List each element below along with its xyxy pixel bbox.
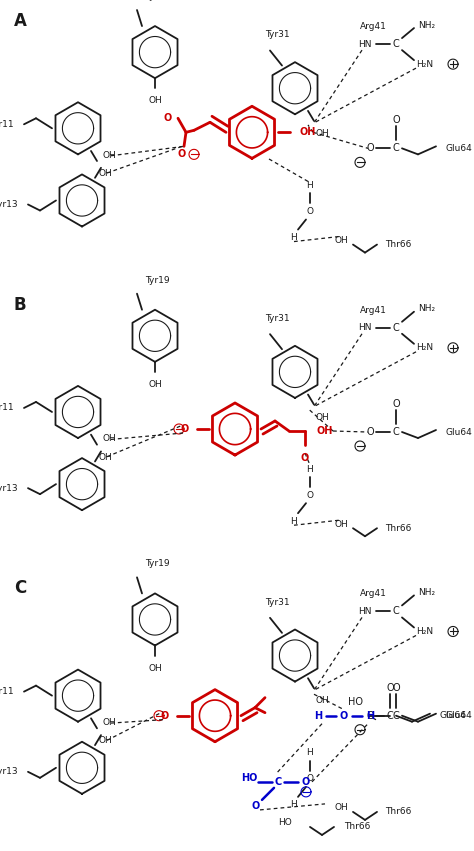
Text: Tyr31: Tyr31 bbox=[264, 31, 289, 39]
Text: O: O bbox=[340, 711, 348, 721]
Text: O: O bbox=[392, 115, 400, 125]
Text: H: H bbox=[291, 233, 297, 242]
Text: O: O bbox=[178, 150, 186, 159]
Text: O: O bbox=[307, 207, 313, 216]
Text: OH: OH bbox=[103, 718, 117, 727]
Text: HO: HO bbox=[242, 773, 258, 783]
Text: B: B bbox=[14, 295, 27, 314]
Text: O: O bbox=[366, 427, 374, 437]
Text: OH: OH bbox=[335, 803, 349, 813]
Text: H₂N: H₂N bbox=[416, 627, 433, 636]
Text: HO: HO bbox=[348, 697, 363, 706]
Text: NH₂: NH₂ bbox=[418, 304, 435, 313]
Text: C: C bbox=[392, 607, 400, 616]
Text: HN: HN bbox=[358, 40, 372, 49]
Text: H: H bbox=[307, 748, 313, 757]
Text: O: O bbox=[302, 777, 310, 787]
Text: NH₂: NH₂ bbox=[418, 588, 435, 597]
Text: H: H bbox=[307, 181, 313, 190]
Text: OH: OH bbox=[99, 453, 113, 462]
Text: O: O bbox=[366, 711, 374, 721]
Text: OH: OH bbox=[148, 380, 162, 389]
Text: HN: HN bbox=[358, 607, 372, 616]
Text: O: O bbox=[161, 711, 169, 721]
Text: H: H bbox=[291, 801, 297, 809]
Text: Tyr13: Tyr13 bbox=[0, 200, 18, 209]
Text: C: C bbox=[392, 711, 400, 721]
Text: O: O bbox=[366, 143, 374, 153]
Text: C: C bbox=[387, 711, 393, 721]
Text: H: H bbox=[307, 465, 313, 474]
Text: Tyr19: Tyr19 bbox=[145, 0, 169, 1]
Text: Thr66: Thr66 bbox=[344, 822, 370, 831]
Text: O: O bbox=[252, 801, 260, 811]
Text: OH: OH bbox=[316, 696, 330, 705]
Text: Glu64: Glu64 bbox=[446, 711, 473, 720]
Text: Tyr13: Tyr13 bbox=[0, 768, 18, 776]
Text: OH: OH bbox=[148, 664, 162, 672]
Text: H: H bbox=[366, 711, 374, 721]
Text: C: C bbox=[392, 143, 400, 153]
Text: NH₂: NH₂ bbox=[418, 20, 435, 30]
Text: C: C bbox=[14, 580, 26, 597]
Text: C: C bbox=[392, 427, 400, 437]
Text: Glu64: Glu64 bbox=[446, 427, 473, 437]
Text: Thr66: Thr66 bbox=[385, 808, 411, 816]
Text: OH: OH bbox=[335, 236, 349, 245]
Text: OH: OH bbox=[148, 96, 162, 106]
Text: OH: OH bbox=[300, 128, 316, 137]
Text: Tyr19: Tyr19 bbox=[145, 276, 169, 285]
Text: C: C bbox=[392, 39, 400, 49]
Text: HO: HO bbox=[278, 819, 292, 827]
Text: Arg41: Arg41 bbox=[360, 306, 387, 315]
Text: Thr66: Thr66 bbox=[385, 240, 411, 249]
Text: H: H bbox=[314, 711, 322, 721]
Text: Tyr31: Tyr31 bbox=[264, 314, 289, 323]
Text: C: C bbox=[392, 323, 400, 333]
Text: Glu64: Glu64 bbox=[440, 711, 467, 720]
Text: C: C bbox=[274, 777, 282, 787]
Text: Tyr31: Tyr31 bbox=[264, 597, 289, 607]
Text: Tyr11: Tyr11 bbox=[0, 687, 14, 696]
Text: O: O bbox=[386, 683, 394, 693]
Text: HN: HN bbox=[358, 323, 372, 332]
Text: O: O bbox=[392, 683, 400, 693]
Text: A: A bbox=[14, 12, 27, 30]
Text: O: O bbox=[307, 491, 313, 500]
Text: H₂N: H₂N bbox=[416, 343, 433, 352]
Text: Arg41: Arg41 bbox=[360, 590, 387, 598]
Text: O: O bbox=[164, 113, 172, 123]
Text: O: O bbox=[392, 399, 400, 409]
Text: O: O bbox=[181, 424, 189, 434]
Text: OH: OH bbox=[335, 520, 349, 528]
Text: Thr66: Thr66 bbox=[385, 523, 411, 533]
Text: OH: OH bbox=[316, 413, 330, 421]
Text: OH: OH bbox=[99, 169, 113, 178]
Text: Tyr19: Tyr19 bbox=[145, 559, 169, 568]
Text: H: H bbox=[291, 517, 297, 526]
Text: O: O bbox=[301, 453, 309, 463]
Text: OH: OH bbox=[99, 736, 113, 745]
Text: O: O bbox=[307, 774, 313, 783]
Text: Arg41: Arg41 bbox=[360, 22, 387, 31]
Text: OH: OH bbox=[103, 434, 117, 443]
Text: OH: OH bbox=[317, 426, 333, 436]
Text: Tyr11: Tyr11 bbox=[0, 120, 14, 129]
Text: Tyr13: Tyr13 bbox=[0, 483, 18, 493]
Text: H₂N: H₂N bbox=[416, 60, 433, 69]
Text: Glu64: Glu64 bbox=[446, 144, 473, 153]
Text: OH: OH bbox=[103, 151, 117, 160]
Text: OH: OH bbox=[316, 129, 330, 138]
Text: Tyr11: Tyr11 bbox=[0, 403, 14, 413]
